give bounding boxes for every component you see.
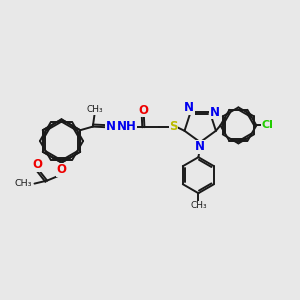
Text: CH₃: CH₃ — [87, 105, 104, 114]
Text: N: N — [195, 140, 205, 154]
Text: N: N — [184, 101, 194, 114]
Text: CH₃: CH₃ — [15, 179, 32, 188]
Text: CH₃: CH₃ — [190, 201, 207, 210]
Text: O: O — [56, 163, 67, 176]
Text: O: O — [32, 158, 43, 171]
Text: O: O — [139, 104, 149, 117]
Text: NH: NH — [116, 120, 136, 134]
Text: N: N — [210, 106, 220, 119]
Text: N: N — [106, 120, 116, 134]
Text: Cl: Cl — [262, 120, 274, 130]
Text: S: S — [169, 120, 178, 134]
